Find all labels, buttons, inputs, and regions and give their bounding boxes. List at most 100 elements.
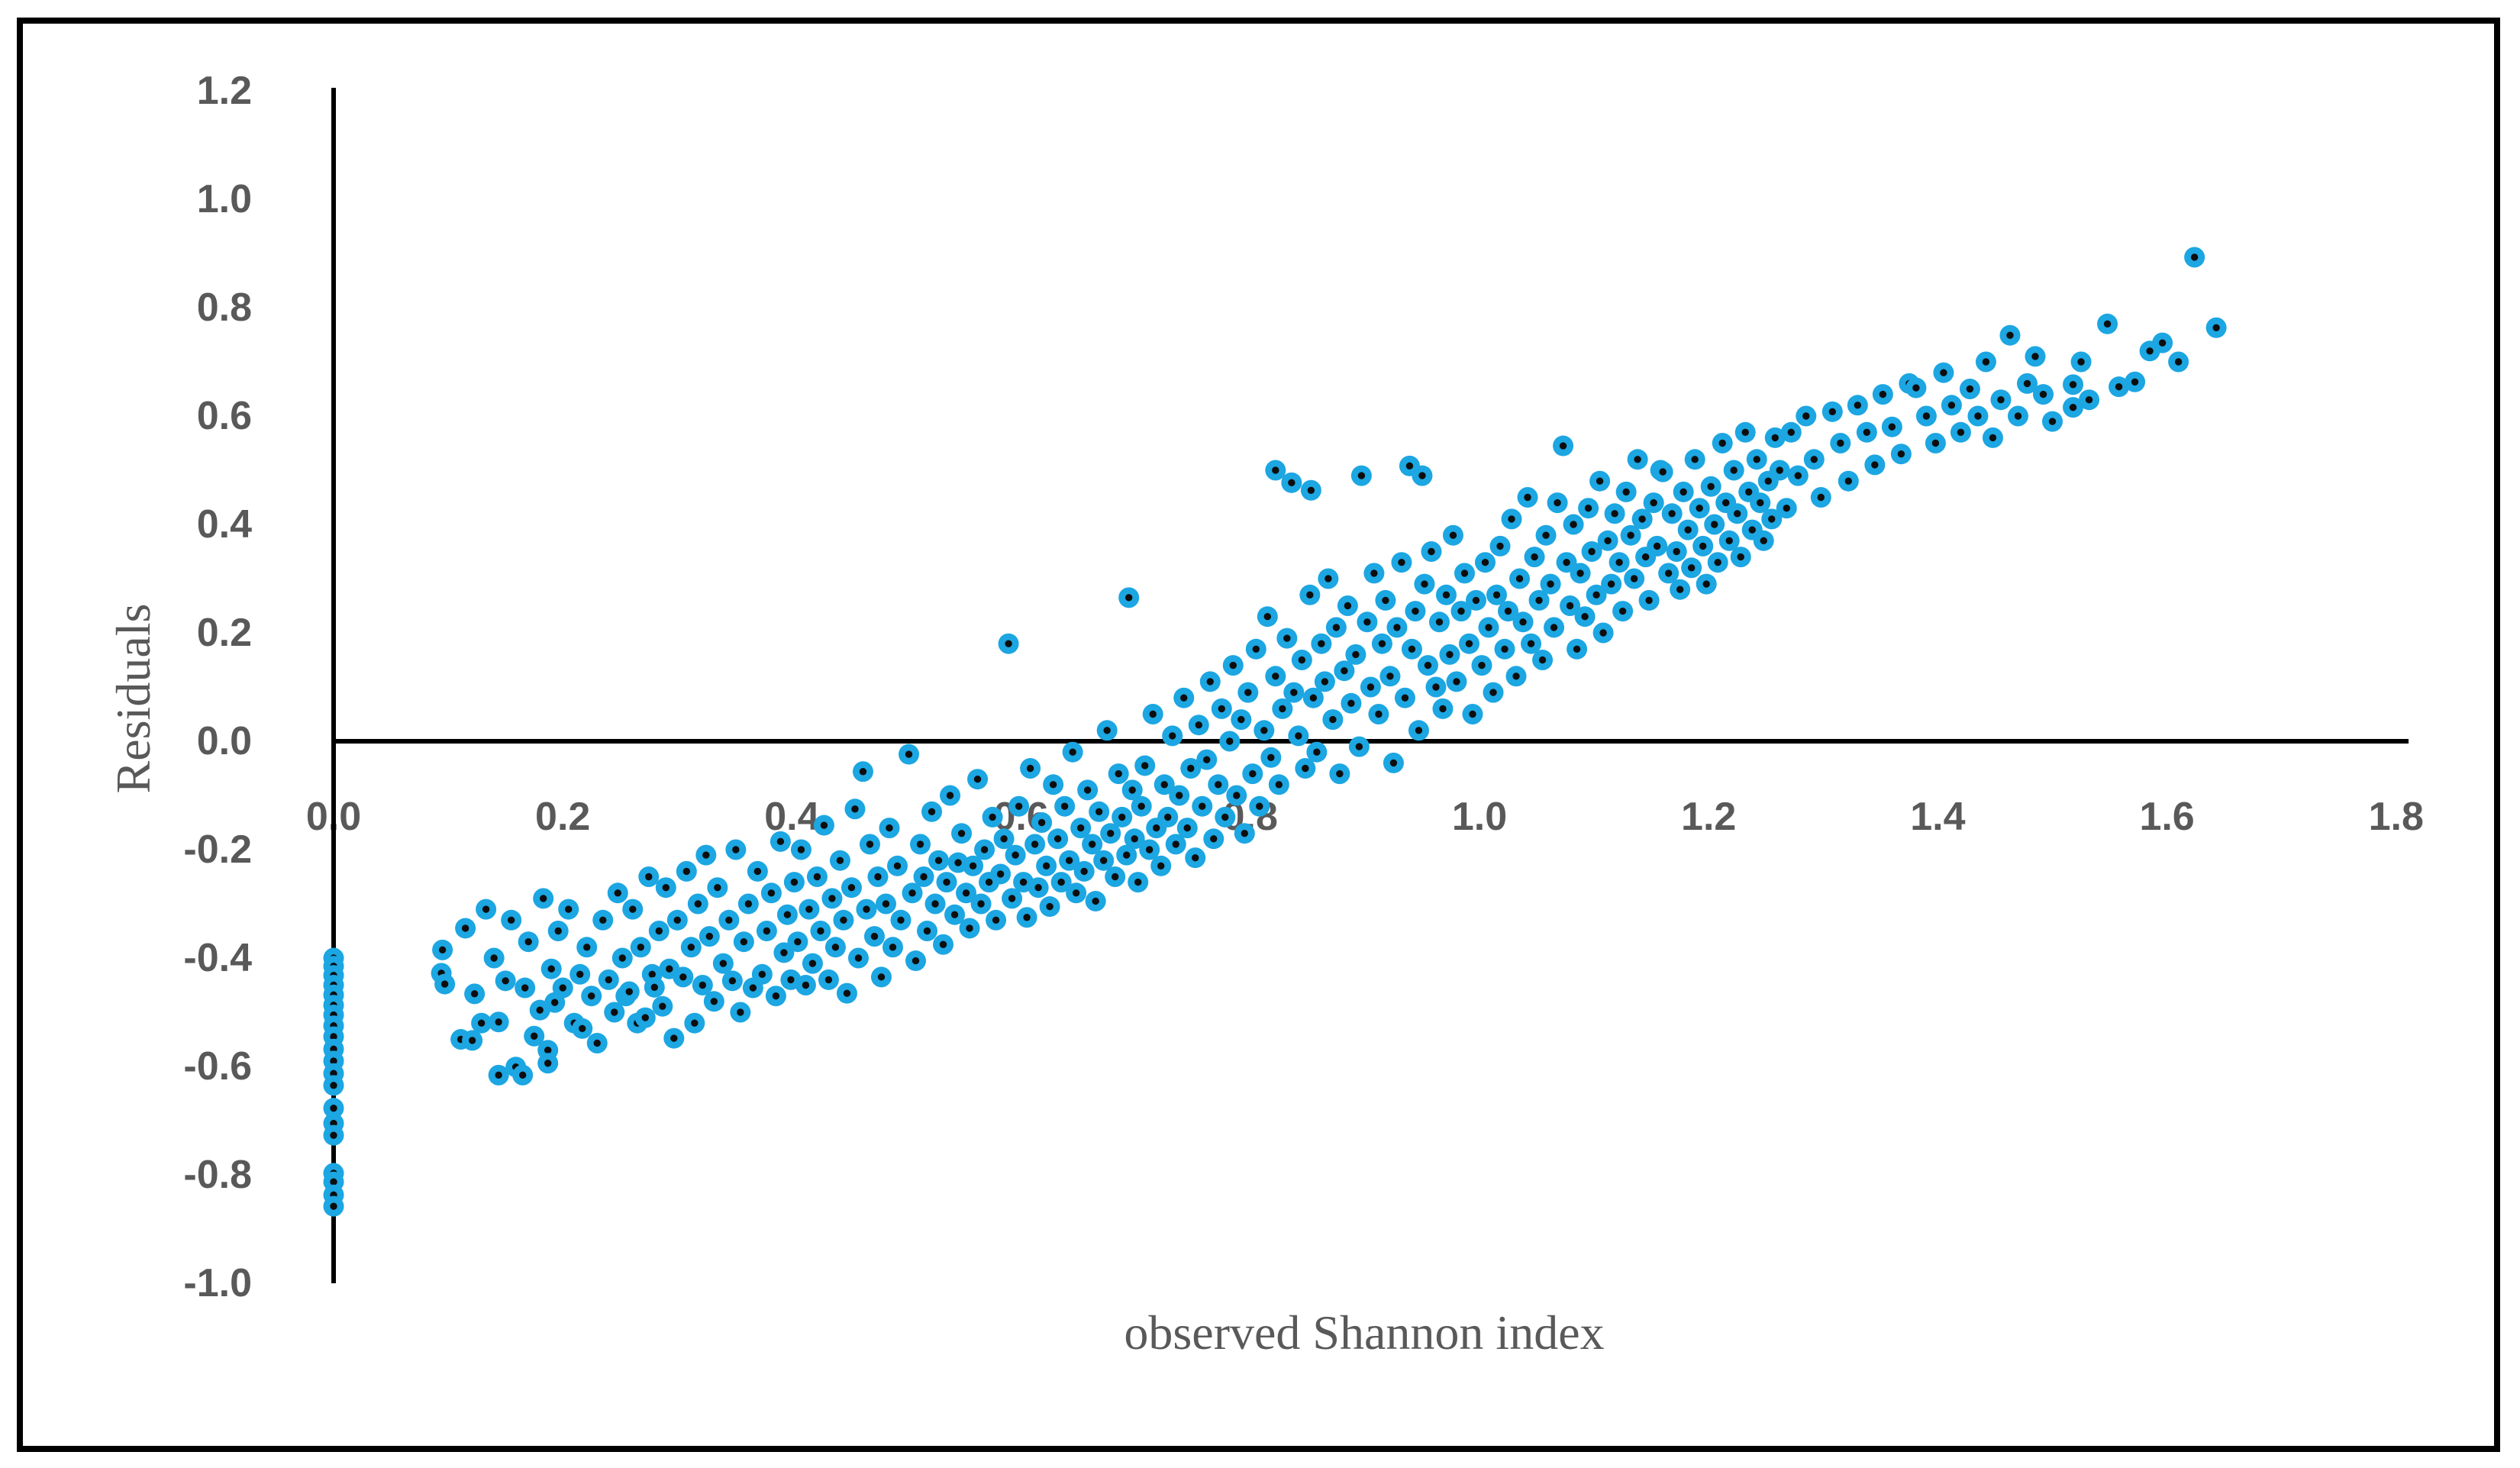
data-point-center: [946, 792, 954, 799]
data-point-center: [1249, 769, 1257, 778]
data-point-center: [1630, 575, 1638, 582]
data-point-center: [637, 944, 644, 951]
data-point-center: [1828, 408, 1837, 416]
data-point-center: [1794, 472, 1802, 479]
x-tick-label: 1.4: [1910, 795, 1966, 839]
data-point-center: [579, 1024, 586, 1033]
data-point-center: [772, 992, 780, 1000]
data-point-center: [1195, 721, 1202, 729]
data-point-center: [992, 916, 1000, 924]
data-point-center: [805, 905, 813, 913]
data-point-center: [645, 873, 653, 881]
data-point-center: [2023, 379, 2031, 388]
data-point-center: [719, 960, 728, 967]
data-point-center: [905, 750, 913, 758]
data-point-center: [1453, 678, 1460, 686]
data-point-center: [1722, 498, 1730, 507]
data-point-center: [1974, 412, 1982, 420]
data-point-center: [817, 927, 824, 935]
data-point-center: [1034, 884, 1042, 892]
data-point-center: [1573, 645, 1581, 653]
data-point-center: [908, 889, 916, 897]
data-point-center: [1607, 580, 1615, 588]
data-point-center: [618, 954, 626, 962]
data-point-center: [1912, 384, 1920, 392]
data-point-center: [659, 1002, 666, 1010]
data-point-center: [1355, 743, 1363, 750]
x-tick-label: 1.6: [2139, 795, 2195, 839]
data-point-center: [1783, 505, 1790, 512]
data-point-center: [985, 878, 993, 886]
y-tick-label: 1.0: [196, 177, 252, 221]
data-point-center: [1172, 840, 1179, 848]
data-point-center: [732, 846, 740, 853]
data-point-center: [831, 944, 840, 951]
data-point-center: [1106, 830, 1115, 837]
data-point-center: [1931, 439, 1940, 447]
data-point-center: [1535, 596, 1543, 605]
data-point-center: [1072, 889, 1080, 897]
data-point-center: [1405, 462, 1414, 470]
data-point-center: [1272, 466, 1279, 474]
data-point-center: [980, 846, 989, 853]
data-point-center: [1344, 602, 1352, 610]
data-point-center: [699, 981, 707, 989]
data-point-center: [641, 1014, 649, 1021]
data-point-center: [1618, 607, 1627, 615]
data-point-center: [1037, 818, 1046, 827]
data-point-center: [1092, 897, 1099, 905]
data-point-center: [1131, 835, 1138, 843]
data-point-center: [1481, 559, 1489, 566]
data-point-center: [939, 940, 947, 948]
data-point-center: [1627, 531, 1634, 539]
data-point-center: [1267, 753, 1275, 761]
data-point-center: [1989, 434, 1997, 442]
data-point-center: [2158, 339, 2167, 347]
data-point-center: [1146, 846, 1154, 853]
data-point-center: [440, 980, 449, 988]
data-point-center: [950, 911, 959, 918]
data-point-center: [1083, 786, 1092, 794]
data-point-center: [758, 970, 766, 979]
data-point-center: [1442, 591, 1450, 598]
data-point-center: [530, 1032, 538, 1040]
data-point-center: [1128, 786, 1136, 794]
data-point-center: [957, 830, 966, 837]
data-point-center: [1668, 510, 1676, 518]
data-point-center: [1218, 705, 1225, 713]
data-point-center: [962, 889, 970, 897]
data-point-center: [1053, 835, 1062, 843]
data-point-center: [1940, 369, 1947, 376]
data-point-center: [1760, 537, 1767, 544]
data-point-center: [1221, 813, 1229, 821]
data-point-center: [588, 992, 595, 1000]
data-point-center: [330, 1131, 337, 1139]
data-point-center: [2103, 320, 2112, 327]
data-point-center: [1288, 479, 1295, 487]
data-point-center: [1069, 748, 1076, 756]
data-point-center: [1622, 488, 1630, 496]
data-point-center: [1435, 618, 1444, 626]
data-point-center: [714, 884, 721, 892]
data-point-center: [1295, 732, 1302, 740]
data-point-center: [1321, 678, 1329, 686]
data-point-center: [1519, 618, 1527, 626]
data-point-center: [1233, 792, 1241, 799]
data-point-center: [1215, 781, 1222, 789]
data-point-center: [1432, 683, 1440, 691]
data-point-center: [629, 905, 637, 913]
data-point-center: [1570, 521, 1577, 528]
data-point-center: [2069, 403, 2077, 411]
data-point-center: [897, 916, 905, 924]
data-point-center: [1421, 580, 1428, 588]
data-point-center: [1401, 694, 1409, 702]
y-tick-label: -0.8: [183, 1153, 252, 1197]
data-point-center: [1026, 764, 1034, 773]
data-point-center: [1844, 477, 1853, 485]
data-point-center: [1012, 851, 1019, 859]
data-point-center: [1512, 673, 1520, 680]
data-point-center: [1611, 510, 1618, 518]
data-point-center: [1115, 769, 1122, 778]
data-point-center: [461, 924, 469, 932]
